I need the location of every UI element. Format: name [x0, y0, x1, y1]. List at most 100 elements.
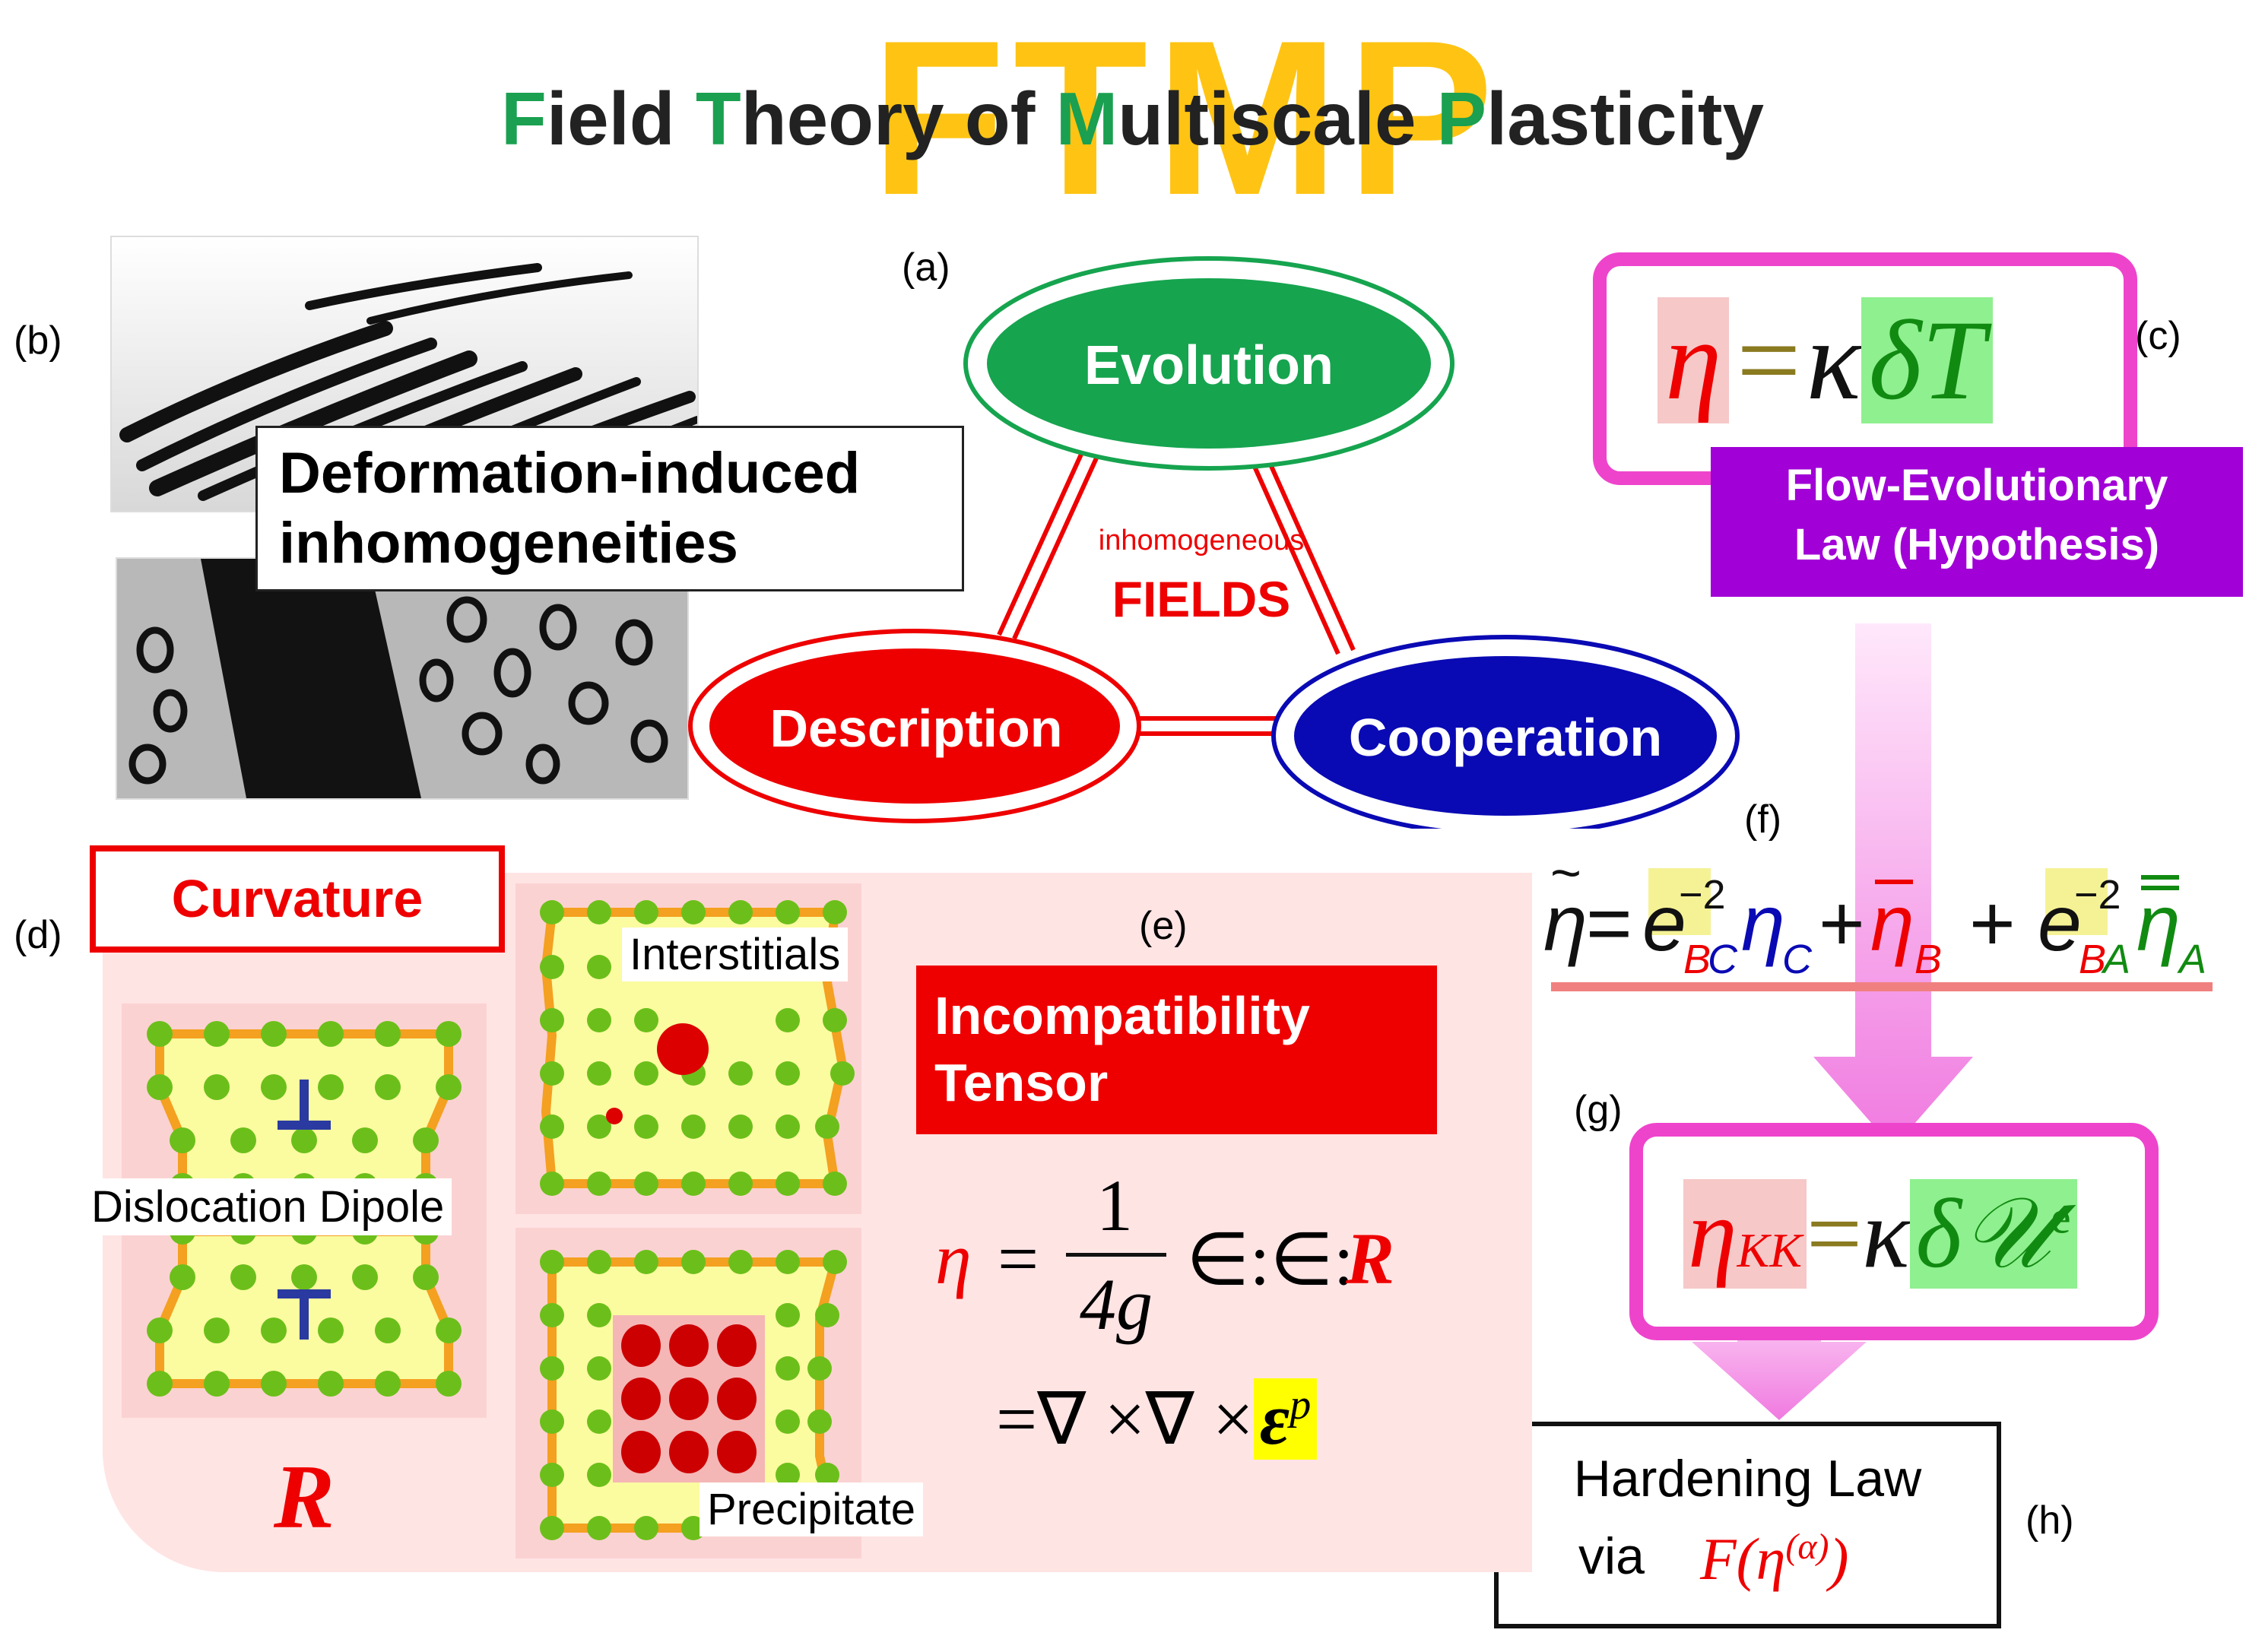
- label-c: (c): [2135, 314, 2181, 358]
- svg-text:A: A: [2177, 937, 2206, 982]
- title-line: Incompatibility: [934, 986, 1310, 1045]
- double-curl: =∇ ×∇ ×: [996, 1378, 1254, 1460]
- page-title: Field Theory of Multiscale Plasticity: [0, 76, 2265, 162]
- title-part: ield: [546, 77, 696, 160]
- banner-line: Law (Hypothesis): [1794, 520, 2160, 569]
- eta-symbol: η: [1688, 1179, 1737, 1289]
- highlight-e-bc: [1648, 868, 1711, 935]
- incompatibility-equation-1: η = 1 4g ∈:∈: R: [935, 1163, 1467, 1353]
- hardening-law-text: Hardening Law: [1573, 1450, 1922, 1508]
- hardening-formula: F(η(α)): [1700, 1525, 1848, 1593]
- title-part: P: [1436, 77, 1487, 160]
- precipitate-lattice: [540, 1250, 847, 1540]
- svg-text:+: +: [1969, 880, 2016, 968]
- svg-text:η: η: [1741, 880, 1785, 968]
- label-b: (b): [14, 319, 62, 363]
- svg-text:η: η: [2137, 880, 2181, 968]
- description-node: [709, 648, 1120, 804]
- evolution-node: [987, 278, 1431, 449]
- ftmp-logo: FTMP: [871, 0, 1502, 241]
- interstitials-label: Interstitials: [622, 927, 849, 981]
- svg-text:B: B: [1914, 937, 1942, 982]
- dislocation-dipole-label: Dislocation Dipole: [84, 1178, 452, 1235]
- formula-end: ): [1829, 1526, 1849, 1592]
- label-d: (d): [14, 913, 62, 957]
- title-part: heory of: [741, 77, 1056, 160]
- svg-text:B: B: [2079, 937, 2106, 982]
- large-interstitial: [657, 1023, 709, 1075]
- svg-text:−2: −2: [1679, 872, 1726, 918]
- equation-c: η=κδT: [1658, 297, 1993, 423]
- precipitate-label: Precipitate: [699, 1482, 924, 1536]
- precipitate-cluster: [621, 1324, 757, 1473]
- eta-symbol: η: [935, 1218, 972, 1299]
- equation-underline: [1551, 982, 2213, 991]
- delta-u-symbol: δ𝒰: [1915, 1179, 2051, 1289]
- title-part: lasticity: [1486, 77, 1765, 160]
- formula-main: F(η: [1700, 1526, 1786, 1592]
- svg-text:C: C: [1782, 937, 1813, 982]
- inhomogeneous-label: inhomogeneous: [1098, 525, 1305, 556]
- svg-text:~: ~: [1550, 851, 1581, 902]
- triad-connectors: [997, 436, 1356, 736]
- incompatibility-tensor-title: Incompatibility Tensor: [916, 966, 1437, 1134]
- fraction-numerator: 1: [1096, 1165, 1133, 1246]
- dislocation-lattice: [147, 1021, 462, 1397]
- equals-sign: =: [1729, 297, 1807, 423]
- description-label: Description: [769, 699, 1063, 758]
- equals-sign: =: [1806, 1179, 1863, 1289]
- title-part: T: [695, 77, 741, 160]
- label-h: (h): [2025, 1498, 2074, 1543]
- banner-line: Flow-Evolutionary: [1785, 461, 2168, 510]
- equals-sign: =: [998, 1218, 1039, 1299]
- svg-text:C: C: [1708, 937, 1738, 982]
- curvature-symbol: R: [274, 1446, 335, 1547]
- svg-text:B: B: [1683, 937, 1711, 982]
- label-f: (f): [1744, 797, 1782, 842]
- cooperation-node: [1294, 656, 1717, 816]
- label-e: (e): [1139, 904, 1188, 948]
- svg-text:η: η: [1870, 880, 1914, 968]
- kappa-symbol: κ: [1862, 1179, 1910, 1289]
- svg-text:A: A: [2101, 937, 2130, 982]
- down-arrow-upper: [1813, 623, 1973, 1148]
- svg-text:η: η: [1543, 880, 1588, 968]
- caption-line: inhomogeneities: [279, 511, 738, 576]
- curvature-title: Curvature: [90, 845, 505, 953]
- fields-triad-diagram: [688, 256, 1740, 829]
- equation-g: ηKK=κδ𝒰e: [1683, 1161, 2077, 1308]
- kappa-symbol: κ: [1806, 297, 1861, 423]
- title-part: F: [500, 77, 547, 160]
- superscript-p: p: [1290, 1381, 1312, 1428]
- incompatibility-equation-2: =∇ ×∇ ×εp: [996, 1376, 1318, 1461]
- caption-line: Deformation-induced: [279, 441, 861, 506]
- micrograph-cell-structure: [116, 557, 689, 800]
- formula-sup: (α): [1785, 1527, 1829, 1567]
- title-part: M: [1055, 77, 1118, 160]
- fields-label: FIELDS: [1112, 571, 1291, 627]
- down-arrow-lower: [1692, 1277, 1867, 1420]
- small-interstitial: [606, 1108, 623, 1124]
- cooperation-label: Cooperation: [1348, 708, 1663, 767]
- hardening-law-box: Hardening Law via F(η(α)): [1494, 1422, 2001, 1628]
- equation-f: η ~ = e −2 BC η C + η B + e −2 BA η A: [1543, 851, 2213, 991]
- svg-text:+: +: [1819, 880, 1865, 968]
- svg-text:e: e: [2038, 880, 2082, 968]
- subscript-kk: KK: [1737, 1223, 1802, 1278]
- svg-text:e: e: [1642, 880, 1686, 968]
- evolution-label: Evolution: [1084, 335, 1334, 396]
- fraction-denominator: 4g: [1080, 1264, 1153, 1345]
- epsilon-symbol: ε: [1259, 1378, 1290, 1460]
- superscript-e: e: [2051, 1193, 2071, 1243]
- fraction-bar: [1066, 1253, 1166, 1257]
- flow-evolutionary-law-banner: Flow-Evolutionary Law (Hypothesis): [1711, 447, 2243, 597]
- dislocation-symbols: [278, 1080, 331, 1340]
- highlight-e-ba: [2045, 868, 2108, 935]
- svg-text:−2: −2: [2074, 872, 2121, 918]
- label-g: (g): [1574, 1088, 1623, 1132]
- eta-symbol: η: [1658, 297, 1730, 423]
- title-part: ultiscale: [1118, 77, 1437, 160]
- svg-text:=: =: [1586, 880, 1632, 968]
- deformation-caption: Deformation-induced inhomogeneities: [255, 426, 964, 591]
- via-text: via: [1578, 1527, 1645, 1585]
